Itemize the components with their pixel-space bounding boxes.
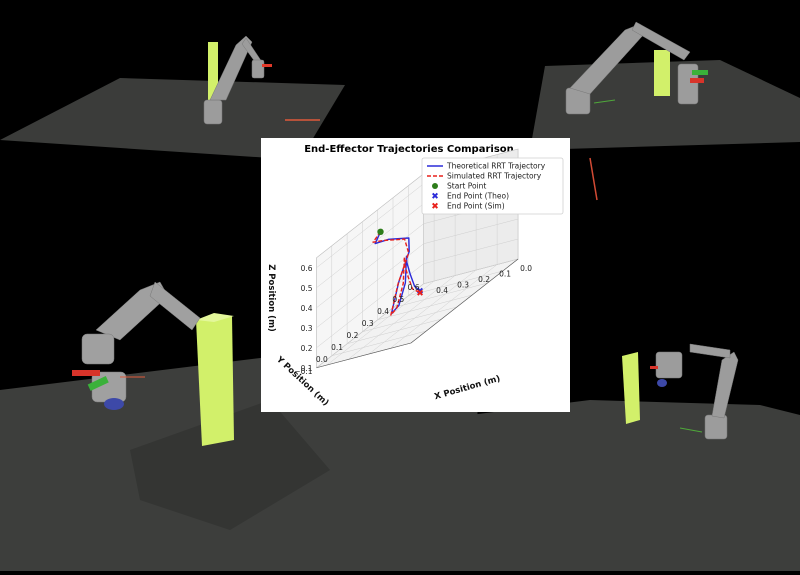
trajectory-chart-panel: End-Effector Trajectories Comparison ✖ ✖ … — [261, 138, 570, 412]
gripper-flange — [104, 398, 124, 410]
y-axis-edge — [316, 342, 412, 369]
frame-axis-marker — [679, 427, 703, 433]
obstacle-pillar-icon — [208, 42, 218, 100]
x-tick-label: 0.0 — [520, 264, 532, 273]
legend: Theoretical RRT Trajectory Simulated RRT… — [421, 157, 564, 215]
x-tick-label: 0.3 — [457, 281, 469, 290]
floor-plane — [0, 78, 345, 160]
sim-view-top-left — [0, 35, 345, 160]
sim-view-bottom-right — [430, 343, 800, 571]
x-axis-edge — [410, 258, 519, 344]
obstacle-pillar-icon — [196, 316, 234, 446]
series-layer: ✖✖ — [372, 228, 424, 316]
grid-line-z — [316, 218, 519, 328]
z-tick-label: 0.2 — [301, 344, 313, 353]
y-tick-label: 0.0 — [316, 355, 328, 364]
y-tick-label: 0.2 — [346, 331, 358, 340]
legend-label-sim: Simulated RRT Trajectory — [447, 172, 542, 181]
z-tick-label: 0.4 — [301, 304, 313, 313]
shadow-region — [130, 400, 330, 530]
frame-axis-marker — [593, 99, 616, 104]
obstacle-pillar-icon — [622, 352, 640, 424]
gripper-flange — [657, 379, 667, 387]
z-tick-label: 0.1 — [301, 364, 313, 373]
y-tick-label: 0.4 — [377, 307, 389, 316]
gripper-axis-marker — [690, 78, 704, 83]
tick-layer: 0.00.10.20.30.4−0.10.00.10.20.30.40.50.6… — [294, 264, 532, 376]
end-point-sim-marker: ✖ — [416, 289, 424, 299]
frame-axis-marker — [589, 157, 598, 201]
legend-box — [421, 157, 564, 215]
chart-title: End-Effector Trajectories Comparison — [304, 144, 514, 155]
trajectory-3d-chart: End-Effector Trajectories Comparison ✖✖ … — [266, 144, 564, 408]
legend-label-start: Start Point — [447, 182, 486, 191]
robot-arm-icon — [655, 343, 739, 440]
series-line-simulated — [372, 231, 421, 316]
y-tick-label: 0.1 — [331, 343, 343, 352]
floor-plane — [430, 400, 800, 571]
gripper-axis-marker — [650, 366, 658, 369]
y-tick-label: 0.6 — [408, 283, 420, 292]
grid-line-z — [316, 238, 519, 348]
gripper-axis-marker — [692, 70, 708, 75]
legend-swatch-end-theo: ✖ — [431, 192, 439, 202]
series-line-theoretical — [374, 231, 421, 315]
z-tick-label: 0.6 — [301, 264, 313, 273]
legend-swatch-end-sim: ✖ — [431, 202, 439, 212]
robot-arm-icon — [203, 35, 265, 125]
gripper-axis-marker — [72, 370, 100, 376]
legend-label-end-sim: End Point (Sim) — [447, 202, 505, 211]
grid-line-z — [316, 258, 519, 368]
z-tick-label: 0.5 — [301, 284, 313, 293]
y-tick-label: −0.1 — [294, 367, 312, 376]
robot-arm-icon — [81, 281, 201, 403]
legend-label-theo: Theoretical RRT Trajectory — [446, 162, 546, 171]
obstacle-pillar-icon — [654, 50, 670, 96]
start-point-marker — [377, 228, 384, 235]
gripper-axis-marker — [87, 376, 109, 391]
z-tick-label: 0.3 — [301, 324, 313, 333]
y-tick-label: 0.3 — [362, 319, 374, 328]
x-axis-label: X Position (m) — [433, 374, 501, 402]
legend-swatch-start — [432, 183, 438, 189]
legend-label-end-theo: End Point (Theo) — [447, 192, 509, 201]
y-tick-label: 0.5 — [392, 295, 404, 304]
x-tick-label: 0.1 — [499, 270, 511, 279]
z-axis-label: Z Position (m) — [266, 264, 276, 332]
obstacle-pillar-top — [196, 313, 234, 322]
x-tick-label: 0.4 — [436, 286, 448, 295]
sim-view-top-right — [530, 21, 800, 201]
end-point-theo-marker: ✖ — [416, 287, 424, 297]
x-tick-label: 0.2 — [478, 275, 490, 284]
gripper-axis-marker — [262, 64, 272, 67]
